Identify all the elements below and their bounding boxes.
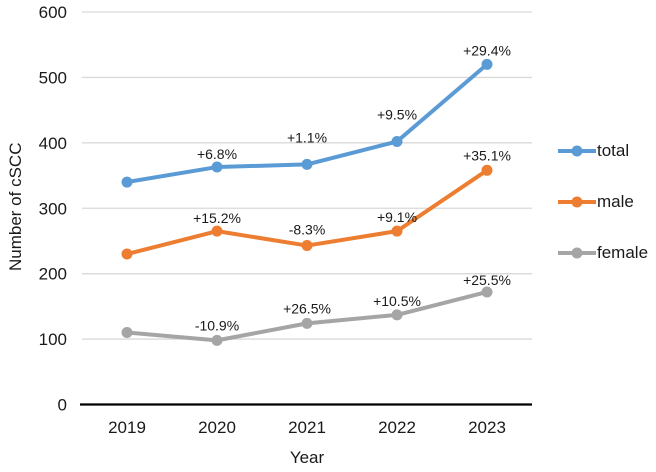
legend-line-male-icon xyxy=(558,196,596,208)
x-tick-label-2019: 2019 xyxy=(108,418,146,437)
legend-item-male: male xyxy=(558,185,648,219)
data-point-female-2021 xyxy=(301,317,313,329)
legend-marker-male-icon xyxy=(571,196,583,208)
x-tick-label-2022: 2022 xyxy=(378,418,416,437)
data-point-female-2020 xyxy=(211,334,223,346)
x-tick-label-2023: 2023 xyxy=(468,418,506,437)
y-tick-label-200: 200 xyxy=(39,265,67,284)
data-point-male-2020 xyxy=(211,225,223,237)
data-point-total-2019 xyxy=(121,176,133,188)
annotation-female-2021: +26.5% xyxy=(283,300,331,316)
annotation-total-2021: +1.1% xyxy=(287,129,327,145)
legend-item-total: total xyxy=(558,134,648,168)
annotation-female-2020: -10.9% xyxy=(195,317,239,333)
x-tick-label-2020: 2020 xyxy=(198,418,236,437)
annotation-female-2023: +25.5% xyxy=(463,272,511,288)
y-tick-label-600: 600 xyxy=(39,3,67,22)
data-point-female-2023 xyxy=(481,286,493,298)
annotation-total-2022: +9.5% xyxy=(377,107,417,123)
x-axis-title: Year xyxy=(289,448,325,467)
annotation-male-2022: +9.1% xyxy=(377,209,417,225)
legend-item-female: female xyxy=(558,236,648,270)
legend-label-male: male xyxy=(597,192,634,211)
annotation-male-2023: +35.1% xyxy=(463,147,511,163)
data-point-total-2022 xyxy=(391,136,403,148)
data-point-male-2019 xyxy=(121,248,133,260)
data-point-total-2020 xyxy=(211,161,223,173)
legend-line-total-icon xyxy=(558,145,596,157)
y-tick-label-0: 0 xyxy=(58,396,67,415)
y-axis-title: Number of cSCC xyxy=(6,142,25,271)
x-tick-label-2021: 2021 xyxy=(288,418,326,437)
y-tick-label-300: 300 xyxy=(39,199,67,218)
annotation-female-2022: +10.5% xyxy=(373,293,421,309)
annotation-male-2020: +15.2% xyxy=(193,210,241,226)
legend-marker-female-icon xyxy=(571,247,583,259)
y-tick-label-400: 400 xyxy=(39,134,67,153)
annotation-total-2023: +29.4% xyxy=(463,42,511,58)
legend-label-female: female xyxy=(597,243,649,262)
legend-label-total: total xyxy=(597,141,630,160)
data-point-female-2022 xyxy=(391,309,403,321)
legend-marker-total-icon xyxy=(571,145,583,157)
data-point-male-2021 xyxy=(301,240,313,252)
annotation-total-2020: +6.8% xyxy=(197,146,237,162)
data-point-male-2022 xyxy=(391,225,403,237)
data-point-total-2023 xyxy=(481,58,493,70)
data-point-female-2019 xyxy=(121,327,133,339)
y-tick-label-500: 500 xyxy=(39,68,67,87)
legend: total male female xyxy=(558,134,648,270)
data-point-total-2021 xyxy=(301,158,313,170)
legend-line-female-icon xyxy=(558,247,596,259)
annotation-male-2021: -8.3% xyxy=(289,222,326,238)
data-point-male-2023 xyxy=(481,164,493,176)
y-tick-label-100: 100 xyxy=(39,330,67,349)
